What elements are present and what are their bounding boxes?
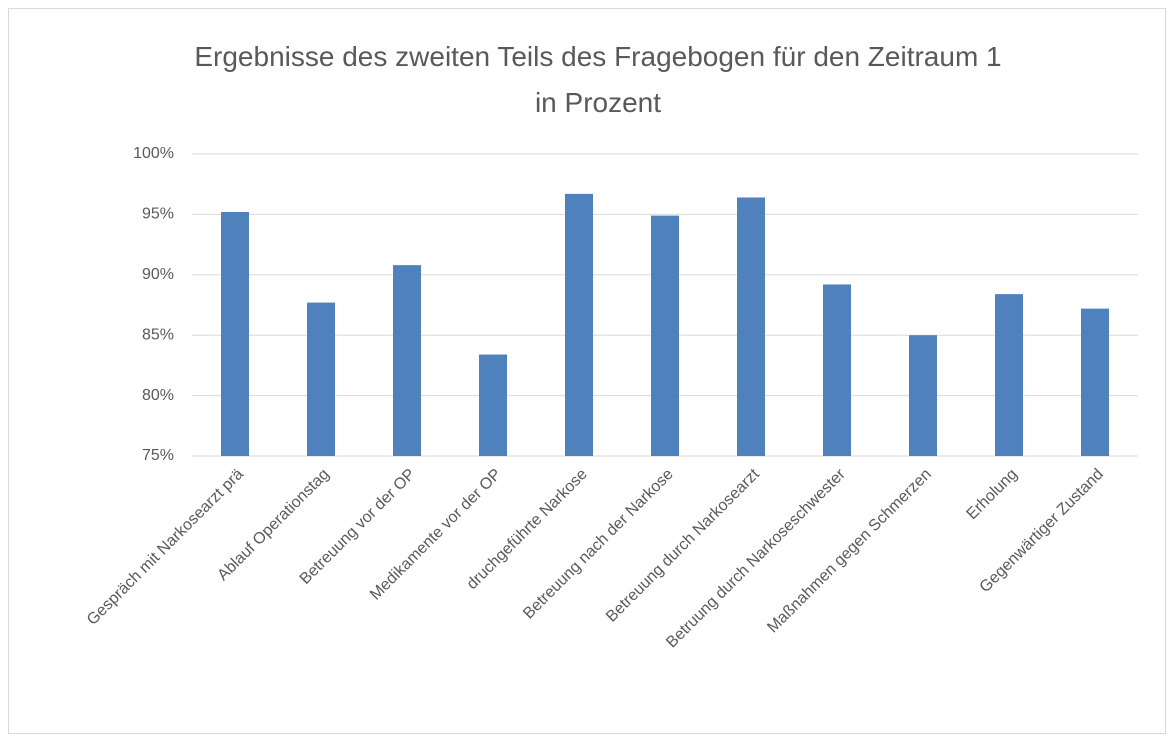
x-tick-label: Betreuung nach der Narkose xyxy=(520,466,677,623)
x-tick-label: Erholung xyxy=(964,466,1021,523)
bar xyxy=(651,215,679,456)
x-tick-label: Gespräch mit Narkosearzt prä xyxy=(84,466,247,629)
x-tick-label: Betreuung durch Narkosearzt xyxy=(603,465,763,625)
y-tick-label: 90% xyxy=(142,266,174,283)
bar xyxy=(565,193,593,456)
bar xyxy=(823,284,851,456)
y-tick-label: 75% xyxy=(142,447,174,464)
y-tick-label: 80% xyxy=(142,387,174,404)
bar xyxy=(221,211,249,456)
bar xyxy=(393,265,421,456)
bar xyxy=(737,197,765,456)
chart-title: Ergebnisse des zweiten Teils des Fragebo… xyxy=(194,41,1002,118)
y-tick-label: 85% xyxy=(142,326,174,343)
y-tick-label: 95% xyxy=(142,206,174,223)
bar xyxy=(479,354,507,456)
y-tick-label: 100% xyxy=(133,145,174,162)
bar xyxy=(995,294,1023,456)
chart-frame xyxy=(8,8,1166,734)
bar xyxy=(909,335,937,456)
bar xyxy=(307,302,335,456)
bar xyxy=(1081,308,1109,456)
x-tick-label: Maßnahmen gegen Schmerzen xyxy=(764,466,935,637)
x-tick-label: Betruung durch Narkoseschwester xyxy=(663,465,849,651)
